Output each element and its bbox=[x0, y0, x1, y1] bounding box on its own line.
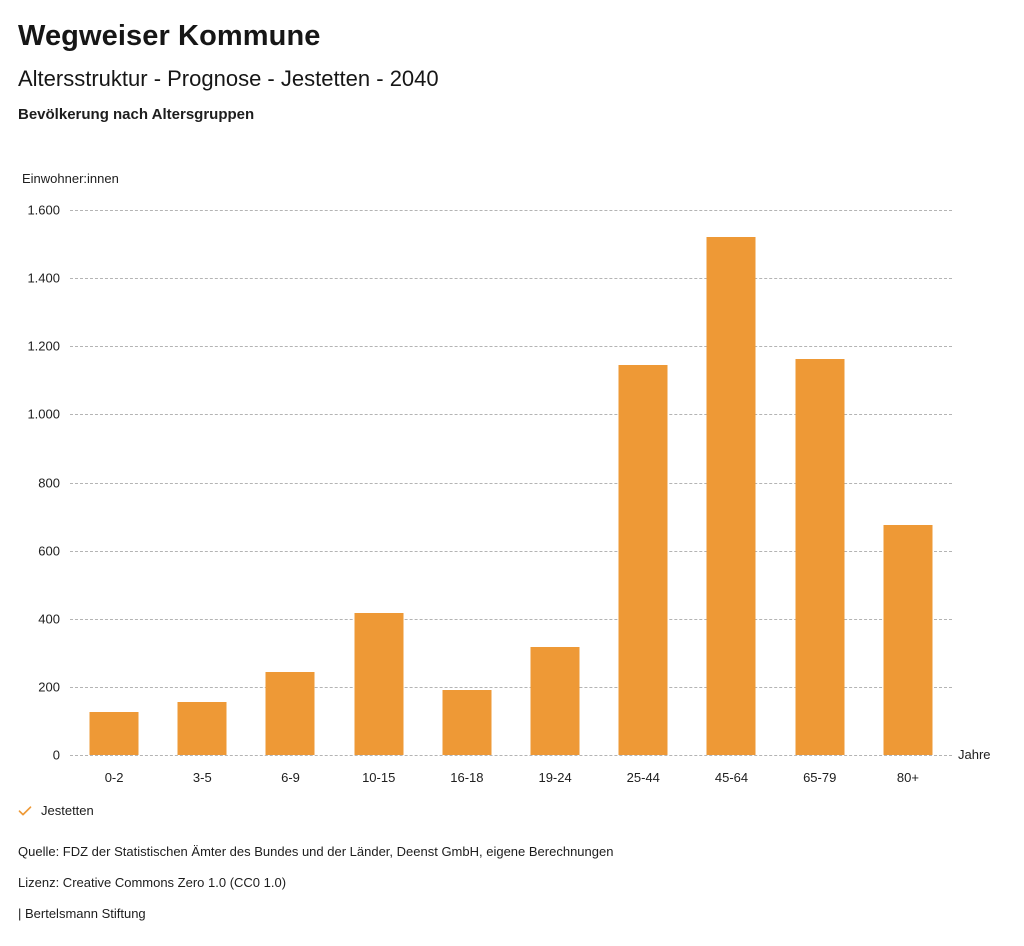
y-axis-tick-label: 0 bbox=[52, 747, 60, 763]
x-axis-tick-label: 25-44 bbox=[626, 770, 660, 785]
bar[interactable] bbox=[618, 364, 668, 755]
gridline bbox=[70, 278, 952, 280]
x-axis-tick-label: 6-9 bbox=[281, 770, 300, 785]
gridline bbox=[70, 618, 952, 620]
bar[interactable] bbox=[530, 647, 580, 755]
x-axis-tick-label: 65-79 bbox=[803, 770, 837, 785]
footer-license: Lizenz: Creative Commons Zero 1.0 (CC0 1… bbox=[18, 875, 287, 890]
x-axis-tick-label: 0-2 bbox=[104, 770, 124, 785]
chart-legend[interactable]: Jestetten bbox=[18, 803, 94, 818]
bar-slot bbox=[158, 210, 246, 755]
bar-slot bbox=[423, 210, 511, 755]
bar-slot bbox=[599, 210, 687, 755]
x-axis-tick-label: 19-24 bbox=[538, 770, 572, 785]
bar-slot bbox=[70, 210, 158, 755]
y-axis-tick-label: 400 bbox=[38, 611, 60, 627]
check-icon bbox=[18, 804, 32, 818]
x-axis-tick-label: 16-18 bbox=[450, 770, 484, 785]
x-axis-tick-label: 80+ bbox=[896, 770, 919, 785]
bar[interactable] bbox=[265, 671, 315, 755]
bar-slot bbox=[335, 210, 423, 755]
y-axis-tick-label: 800 bbox=[38, 475, 60, 490]
gridline bbox=[70, 482, 952, 484]
bar-chart: Einwohner:innen Jahre 0 200 400 600 800 1.000… bbox=[22, 171, 991, 785]
y-axis-tick-label: 1.600 bbox=[27, 202, 60, 218]
bar-slot bbox=[511, 210, 599, 755]
bar[interactable] bbox=[795, 358, 845, 755]
bar-series bbox=[70, 210, 952, 755]
bar[interactable] bbox=[442, 689, 492, 755]
footer-publisher: | Bertelsmann Stiftung bbox=[18, 906, 146, 921]
gridline bbox=[70, 755, 952, 756]
bar-slot bbox=[776, 210, 864, 755]
gridline bbox=[70, 686, 952, 688]
x-axis-tick-label: 10-15 bbox=[362, 770, 396, 785]
y-axis-title: Einwohner:innen bbox=[22, 171, 119, 186]
y-axis-tick-label: 200 bbox=[38, 679, 60, 695]
y-axis-tick-label: 1.000 bbox=[27, 406, 60, 422]
chart-section-title: Bevölkerung nach Altersgruppen bbox=[18, 106, 255, 123]
y-axis-tick-label: 1.200 bbox=[27, 338, 60, 354]
page-subtitle: Altersstruktur - Prognose - Jestetten - … bbox=[18, 66, 439, 91]
gridline bbox=[70, 210, 952, 211]
bar[interactable] bbox=[354, 613, 404, 755]
gridline bbox=[70, 414, 952, 416]
page-title: Wegweiser Kommune bbox=[18, 20, 321, 52]
y-axis-tick-label: 600 bbox=[38, 543, 60, 559]
bar[interactable] bbox=[177, 702, 227, 755]
plot-area: 0 200 400 600 800 1.000 1.200 1.400 1.600 0-2 3-5… bbox=[27, 203, 952, 785]
x-axis-title: Jahre bbox=[958, 747, 991, 762]
footer-source: Quelle: FDZ der Statistischen Ämter des … bbox=[18, 844, 614, 859]
bar-slot bbox=[864, 210, 952, 755]
y-axis-tick-label: 1.400 bbox=[27, 270, 60, 286]
bar-slot bbox=[687, 210, 775, 755]
bar[interactable] bbox=[89, 712, 139, 755]
x-axis-tick-label: 3-5 bbox=[192, 770, 212, 785]
gridline bbox=[70, 346, 952, 348]
bar[interactable] bbox=[706, 236, 756, 755]
x-axis-tick-label: 45-64 bbox=[714, 770, 749, 785]
gridline bbox=[70, 550, 952, 552]
legend-item-label: Jestetten bbox=[41, 803, 94, 818]
bar[interactable] bbox=[883, 525, 933, 755]
bar-slot bbox=[246, 210, 334, 755]
